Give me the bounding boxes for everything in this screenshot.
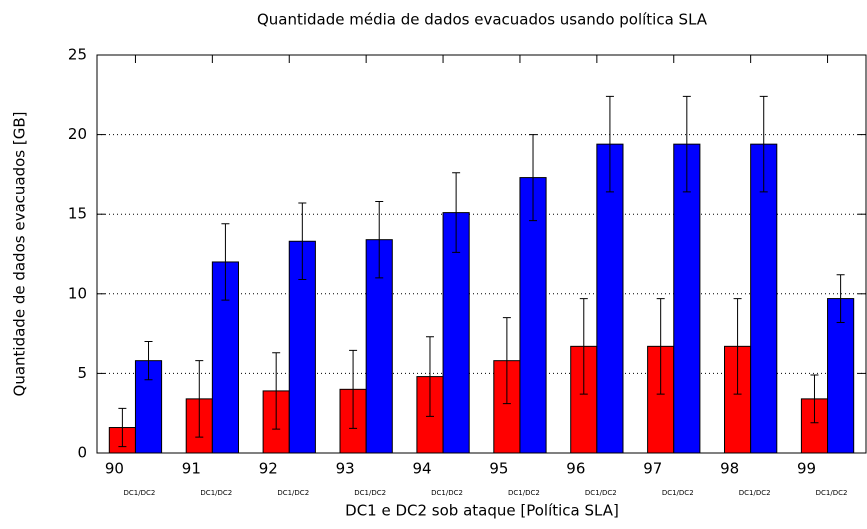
error-bar (349, 349, 358, 429)
bar (519, 177, 547, 454)
error-bar (221, 223, 230, 301)
error-bar (529, 134, 538, 222)
bar (750, 143, 778, 454)
x-tick-sublabel: DC1/DC2 (662, 489, 694, 497)
error-bar (656, 298, 665, 395)
x-tick-label: 91 (182, 460, 201, 478)
x-tick-label: 94 (413, 460, 432, 478)
y-tick-label: 20 (68, 125, 87, 143)
y-axis-title: Quantidade de dados evacuados [GB] (11, 112, 29, 397)
y-tick-label: 0 (77, 444, 87, 462)
error-bar (579, 298, 588, 395)
x-tick-sublabel: DC1/DC2 (200, 489, 232, 497)
x-tick-label: 97 (643, 460, 662, 478)
x-tick-label: 93 (336, 460, 355, 478)
error-bar (298, 202, 307, 280)
error-bar (452, 172, 461, 253)
x-tick-sublabel: DC1/DC2 (508, 489, 540, 497)
error-bar (144, 341, 153, 381)
error-bar (375, 200, 384, 279)
chart-title: Quantidade média de dados evacuados usan… (257, 11, 708, 29)
x-tick-label: 90 (105, 460, 124, 478)
x-tick-sublabel: DC1/DC2 (277, 489, 309, 497)
error-bar (272, 352, 281, 430)
error-bar (836, 274, 845, 323)
x-tick-sublabel: DC1/DC2 (354, 489, 386, 497)
error-bar (733, 298, 742, 395)
x-axis-title: DC1 e DC2 sob ataque [Política SLA] (345, 502, 619, 520)
y-tick-label: 15 (68, 205, 87, 223)
error-bar (195, 360, 204, 438)
error-bar (118, 407, 127, 448)
error-bar (682, 95, 691, 193)
bar (827, 298, 855, 454)
x-tick-sublabel: DC1/DC2 (124, 489, 156, 497)
y-tick-label: 5 (77, 364, 87, 382)
plot-frame (96, 54, 867, 454)
x-tick-label: 95 (489, 460, 508, 478)
x-tick-sublabel: DC1/DC2 (739, 489, 771, 497)
x-tick-sublabel: DC1/DC2 (431, 489, 463, 497)
x-tick-label: 92 (259, 460, 278, 478)
error-bar (605, 95, 614, 193)
x-tick-label: 98 (720, 460, 739, 478)
x-tick-label: 99 (797, 460, 816, 478)
x-tick-sublabel: DC1/DC2 (816, 489, 848, 497)
error-bar (759, 95, 768, 193)
y-tick-label: 25 (68, 46, 87, 64)
y-tick-label: 10 (68, 284, 87, 302)
error-bar (425, 336, 434, 417)
error-bar (502, 317, 511, 405)
error-bar (810, 374, 819, 424)
x-tick-label: 96 (566, 460, 585, 478)
x-tick-sublabel: DC1/DC2 (585, 489, 617, 497)
